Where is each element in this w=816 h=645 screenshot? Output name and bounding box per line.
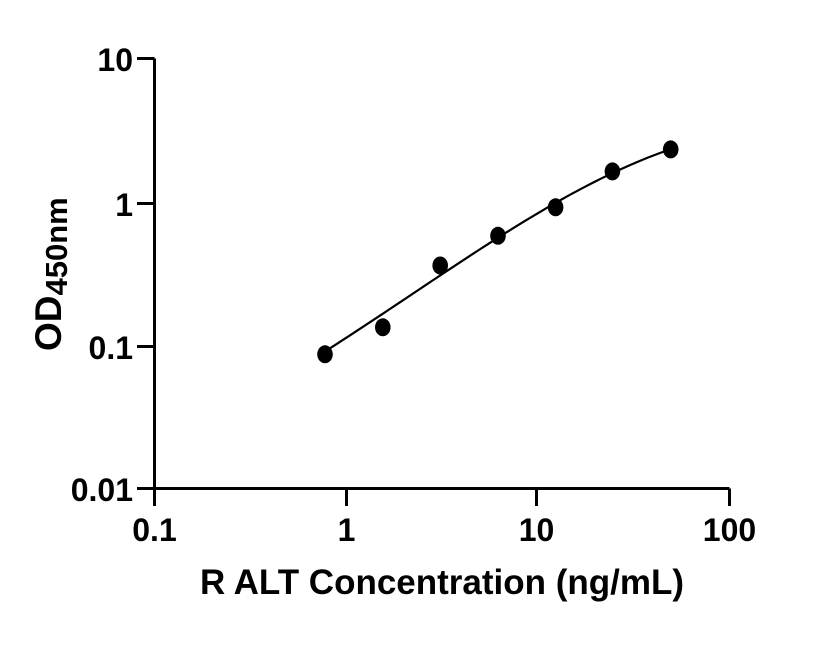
svg-text:0.01: 0.01 bbox=[71, 472, 133, 508]
svg-text:1: 1 bbox=[338, 512, 356, 548]
svg-text:10: 10 bbox=[519, 512, 555, 548]
svg-text:10: 10 bbox=[97, 42, 133, 78]
svg-text:0.1: 0.1 bbox=[132, 512, 176, 548]
svg-text:1: 1 bbox=[115, 187, 133, 223]
svg-text:100: 100 bbox=[703, 512, 756, 548]
svg-text:0.1: 0.1 bbox=[89, 330, 133, 366]
svg-text:R ALT Concentration (ng/mL): R ALT Concentration (ng/mL) bbox=[200, 563, 684, 602]
svg-text:OD450nm: OD450nm bbox=[28, 197, 74, 351]
